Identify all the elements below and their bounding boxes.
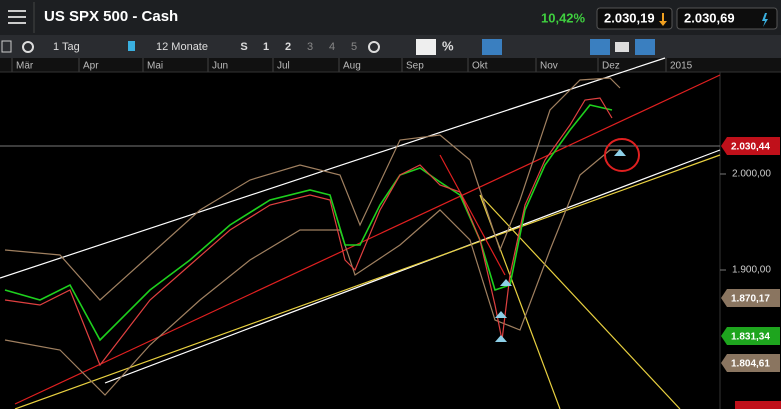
price-tag-box bbox=[721, 137, 780, 155]
ask-box[interactable] bbox=[676, 7, 778, 30]
period-button[interactable]: 1 bbox=[263, 41, 269, 53]
month-label: Aug bbox=[343, 61, 361, 72]
month-label: Jun bbox=[212, 61, 228, 72]
toolbar bbox=[0, 35, 781, 58]
month-label: 2015 bbox=[670, 61, 693, 72]
month-label: Dez bbox=[602, 61, 620, 72]
price-tag-box bbox=[721, 327, 780, 345]
month-label: Mai bbox=[147, 61, 163, 72]
instrument-title: US SPX 500 - Cash bbox=[44, 8, 178, 25]
price-tag: 2.030,44 bbox=[731, 142, 770, 153]
price-axis-label: 1.900,00 bbox=[732, 265, 771, 276]
price-tag-box bbox=[721, 289, 780, 307]
month-label: Jul bbox=[277, 61, 290, 72]
tool-button[interactable] bbox=[590, 39, 610, 55]
bid-price: 2.030,19 bbox=[604, 10, 655, 25]
tool-button[interactable] bbox=[416, 39, 436, 55]
ask-price: 2.030,69 bbox=[684, 10, 735, 25]
month-label: Okt bbox=[472, 61, 488, 72]
price-tag: 1.804,61 bbox=[731, 359, 770, 370]
period-button[interactable]: 4 bbox=[329, 41, 335, 53]
menu-icon[interactable] bbox=[8, 10, 26, 24]
drawings bbox=[0, 57, 721, 409]
change-percent: 10,42% bbox=[541, 10, 586, 25]
period-button[interactable]: S bbox=[240, 41, 247, 53]
month-label: Apr bbox=[83, 61, 99, 72]
tool-button[interactable] bbox=[635, 39, 655, 55]
time-axis bbox=[0, 58, 781, 72]
print-icon[interactable] bbox=[615, 42, 629, 52]
flash-icon bbox=[762, 13, 768, 27]
month-label: Mär bbox=[16, 61, 34, 72]
month-label: Sep bbox=[406, 61, 424, 72]
period-button[interactable]: 5 bbox=[351, 41, 357, 53]
tool-button[interactable] bbox=[482, 39, 502, 55]
tool-percent[interactable]: % bbox=[442, 38, 454, 53]
settings-icon[interactable] bbox=[368, 41, 380, 53]
interval-select[interactable]: 1 Tag bbox=[53, 41, 80, 53]
list-icon[interactable] bbox=[1, 40, 12, 53]
period-button[interactable]: 2 bbox=[285, 41, 291, 53]
range-select[interactable]: 12 Monate bbox=[156, 41, 208, 53]
bid-box[interactable] bbox=[596, 7, 673, 30]
settings-icon[interactable] bbox=[22, 41, 34, 53]
price-axis-label: 2.000,00 bbox=[732, 169, 771, 180]
price-tag: 1.831,34 bbox=[731, 332, 770, 343]
month-label: Nov bbox=[540, 61, 558, 72]
price-tag-box bbox=[735, 401, 781, 409]
price-tag: 1.870,17 bbox=[731, 294, 770, 305]
period-button[interactable]: 3 bbox=[307, 41, 313, 53]
lock-icon[interactable] bbox=[128, 41, 135, 51]
down-arrow bbox=[659, 13, 667, 26]
price-tag-box bbox=[721, 354, 780, 372]
